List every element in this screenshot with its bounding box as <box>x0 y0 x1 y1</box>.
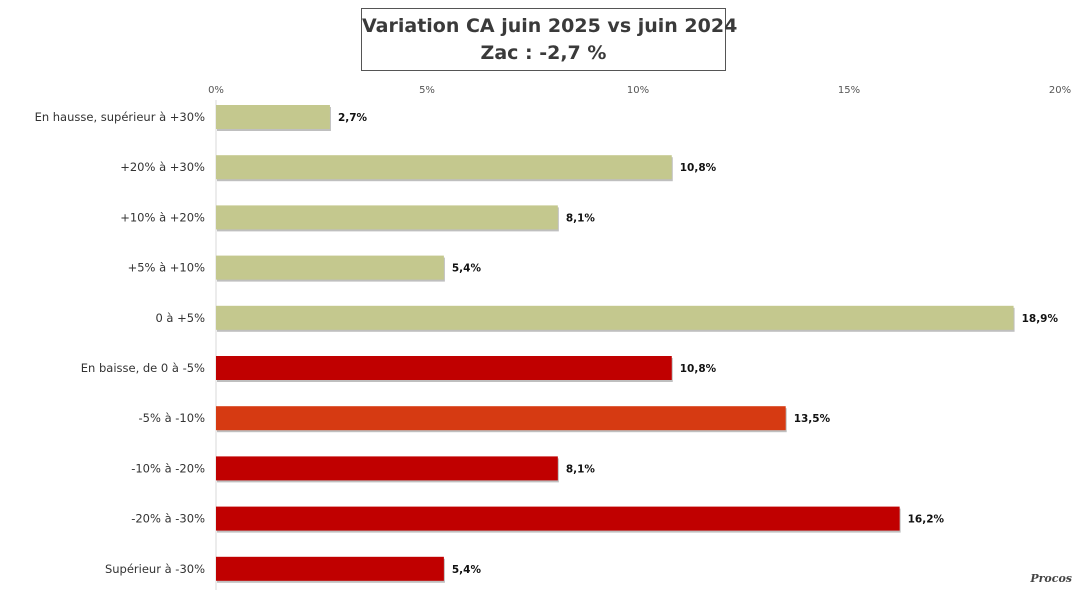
x-tick-label: 5% <box>419 85 435 96</box>
category-label: +5% à +10% <box>128 261 206 275</box>
bar <box>216 155 672 180</box>
data-label: 13,5% <box>794 413 831 425</box>
chart-title-box: Variation CA juin 2025 vs juin 2024 Zac … <box>361 8 738 71</box>
chart-title: Variation CA juin 2025 vs juin 2024 <box>362 15 738 37</box>
category-label: En baisse, de 0 à -5% <box>81 361 205 375</box>
brand-logo: Procos <box>1030 572 1072 585</box>
data-label: 18,9% <box>1022 313 1059 325</box>
data-label: 8,1% <box>566 212 596 224</box>
bar <box>216 105 330 129</box>
category-label: +10% à +20% <box>120 210 205 224</box>
bar <box>216 205 558 230</box>
bar <box>216 356 672 380</box>
category-label: Supérieur à -30% <box>105 562 205 576</box>
x-tick-label: 10% <box>627 85 649 96</box>
chart-subtitle: Zac : -2,7 % <box>480 42 607 64</box>
bar <box>216 506 900 531</box>
category-label: -20% à -30% <box>131 512 205 526</box>
data-label: 16,2% <box>908 514 945 526</box>
data-label: 5,4% <box>452 564 482 576</box>
data-label: 2,7% <box>338 112 368 124</box>
category-label: En hausse, supérieur à +30% <box>35 110 206 124</box>
x-tick-label: 20% <box>1049 85 1071 96</box>
data-label: 8,1% <box>566 463 596 475</box>
x-tick-label: 0% <box>208 85 224 96</box>
data-label: 10,8% <box>680 363 717 375</box>
bar <box>216 556 444 581</box>
category-label: +20% à +30% <box>120 160 205 174</box>
category-label: 0 à +5% <box>155 311 205 325</box>
data-label: 5,4% <box>452 263 482 275</box>
bar <box>216 456 558 481</box>
category-label: -10% à -20% <box>131 461 205 475</box>
category-label: -5% à -10% <box>139 411 206 425</box>
bar <box>216 255 444 280</box>
bar <box>216 406 786 431</box>
data-label: 10,8% <box>680 162 717 174</box>
x-tick-label: 15% <box>838 85 860 96</box>
bar <box>216 305 1014 330</box>
